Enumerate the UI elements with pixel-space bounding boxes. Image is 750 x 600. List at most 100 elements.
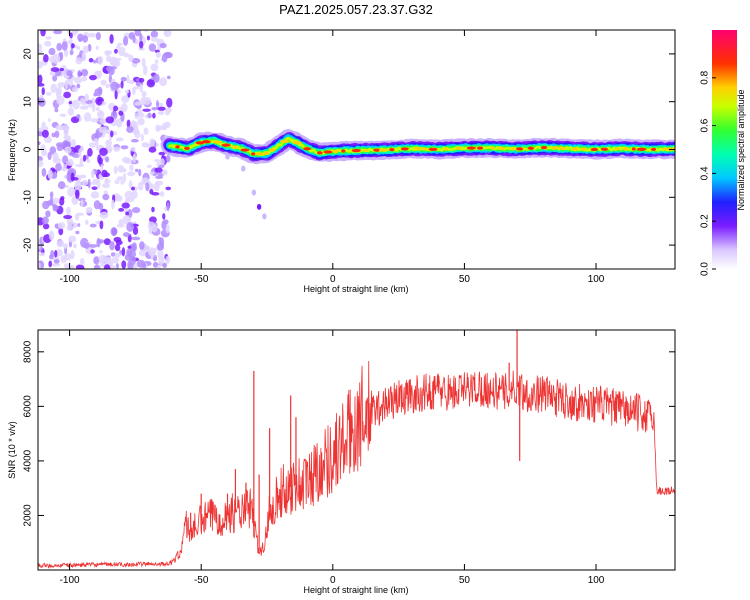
noise-speck (54, 130, 60, 138)
noise-speck (38, 98, 46, 107)
ridge-peak (600, 147, 609, 151)
noise-speck (40, 30, 46, 37)
noise-speck (75, 180, 81, 185)
colorbar: 0.0 0.2 0.4 0.6 0.8 Normalized spectral ampl… (700, 30, 746, 276)
noise-speck (85, 219, 89, 225)
noise-speck (75, 264, 85, 269)
noise-speck (142, 108, 151, 112)
noise-speck (81, 69, 89, 77)
noise-speck (100, 79, 107, 86)
noise-speck (48, 230, 55, 241)
noise-speck (134, 112, 140, 120)
x-tick-label: 0 (330, 575, 336, 586)
noise-speck (141, 90, 147, 98)
noise-speck (38, 74, 43, 84)
noise-speck (159, 191, 165, 197)
noise-speck (41, 149, 48, 157)
colorbar-tick-label: 0.6 (700, 118, 711, 132)
noise-speck (45, 91, 52, 96)
ridge-peak (184, 146, 190, 150)
noise-speck (74, 44, 78, 49)
trail-blob (256, 203, 262, 210)
noise-speck (161, 169, 168, 176)
noise-speck (123, 158, 133, 164)
noise-speck (43, 54, 49, 63)
noise-speck (104, 50, 111, 56)
ridge-peak (631, 147, 636, 151)
noise-speck (136, 259, 146, 268)
noise-speck (149, 249, 155, 259)
ridge-peak (231, 145, 239, 149)
noise-speck (114, 243, 121, 252)
noise-speck (104, 179, 111, 185)
ridge-peak (650, 147, 657, 152)
noise-speck (99, 211, 109, 219)
noise-speck (128, 54, 134, 62)
noise-speck (131, 242, 137, 253)
noise-speck (51, 262, 61, 267)
noise-speck (164, 30, 168, 37)
noise-speck (113, 48, 118, 54)
noise-speck (161, 53, 168, 63)
noise-speck (71, 43, 75, 49)
noise-speck (90, 191, 100, 199)
noise-speck (38, 61, 43, 69)
noise-speck (59, 113, 67, 117)
noise-speck (93, 264, 101, 269)
ridge-peak (255, 152, 264, 156)
noise-speck (90, 169, 95, 179)
noise-speck (67, 187, 76, 197)
noise-speck (150, 76, 157, 81)
noise-speck (68, 235, 77, 243)
noise-speck (108, 74, 113, 84)
noise-speck (63, 243, 68, 249)
noise-speck (165, 186, 172, 191)
noise-speck (165, 223, 170, 234)
noise-speck (157, 46, 161, 51)
noise-speck (139, 241, 145, 250)
noise-speck (100, 162, 104, 172)
noise-speck (146, 79, 156, 88)
snr-xlabel: Height of straight line (km) (303, 585, 408, 595)
noise-speck (85, 154, 89, 160)
noise-speck (80, 145, 84, 152)
noise-speck (56, 95, 65, 105)
noise-speck (63, 49, 69, 57)
noise-speck (57, 222, 66, 230)
noise-speck (38, 49, 43, 55)
noise-speck (66, 70, 73, 77)
noise-speck (162, 213, 166, 220)
noise-speck (61, 41, 68, 51)
ridge-peak (662, 147, 669, 151)
ridge-peak (622, 147, 629, 151)
ridge-peak (636, 147, 647, 151)
ridge-peak (498, 146, 505, 151)
colorbar-tick-label: 0.0 (700, 262, 711, 276)
noise-speck (154, 158, 161, 163)
noise-speck (134, 168, 139, 173)
noise-speck (98, 110, 103, 115)
noise-speck (115, 195, 123, 202)
colorbar-gradient (712, 30, 737, 269)
noise-speck (70, 139, 76, 148)
noise-speck (126, 74, 130, 84)
noise-speck (123, 52, 130, 58)
ridge-peak (490, 146, 495, 150)
colorbar-ticks: 0.0 0.2 0.4 0.6 0.8 (700, 70, 716, 276)
colorbar-label: Normalized spectral amplitude (736, 89, 746, 210)
ridge-peak (351, 148, 361, 153)
noise-speck (47, 169, 53, 180)
noise-speck (51, 53, 61, 64)
x-tick-label: 50 (459, 575, 471, 586)
noise-speck (112, 265, 117, 269)
ridge-peak (551, 146, 559, 150)
noise-speck (75, 212, 85, 216)
noise-speck (103, 264, 111, 269)
noise-speck (132, 128, 140, 135)
noise-speck (152, 261, 159, 268)
noise-speck (84, 242, 90, 249)
snr-ylabel: SNR (10 * v/v) (7, 421, 17, 479)
noise-speck (72, 86, 78, 93)
noise-speck (127, 245, 132, 249)
